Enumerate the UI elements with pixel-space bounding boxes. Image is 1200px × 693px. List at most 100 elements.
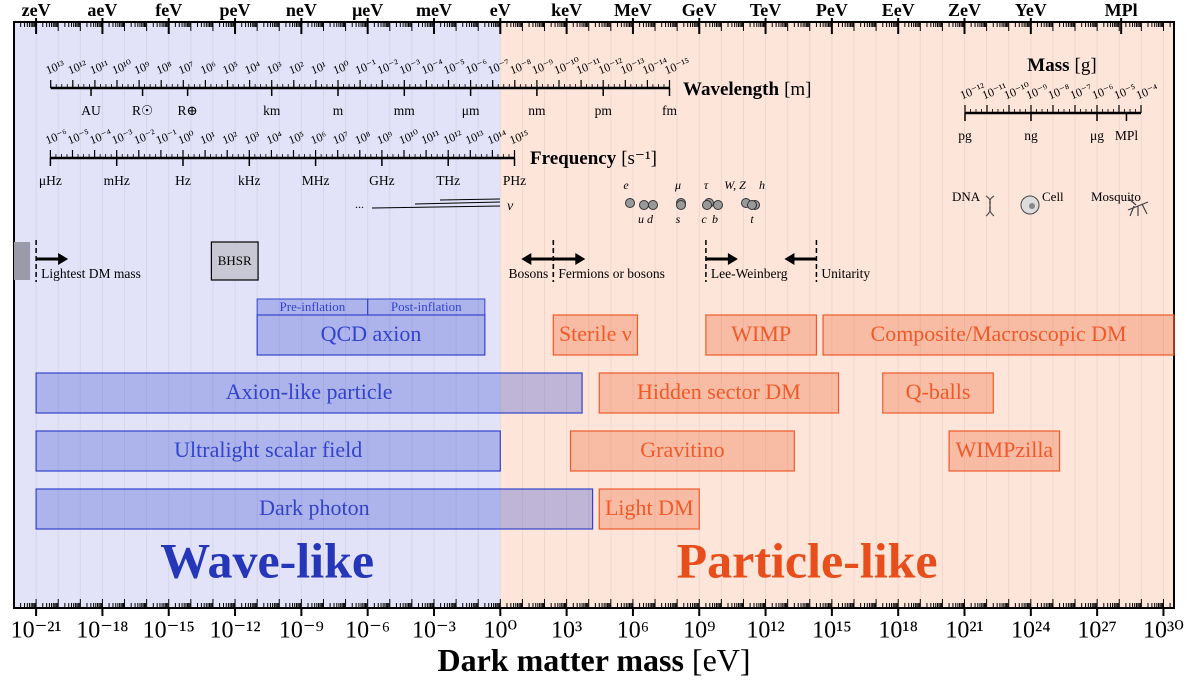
x-tick-label: 10⁻¹⁵ xyxy=(143,618,195,644)
frequency-named-label: μHz xyxy=(39,173,62,188)
wavelength-tick-label: 10⁹ xyxy=(132,58,152,77)
range-band xyxy=(256,314,486,356)
range-band xyxy=(35,372,583,414)
neutrino-label: ν xyxy=(507,199,514,214)
x-axis-label: Dark matter mass [eV] xyxy=(437,642,750,678)
limit-label: Lightest DM mass xyxy=(41,266,141,281)
x-tick-label: 10⁻¹⁸ xyxy=(76,618,128,644)
top-tick-label: eV xyxy=(490,0,511,20)
range-band xyxy=(598,372,840,414)
x-tick-label: 10²⁴ xyxy=(1011,618,1051,644)
x-tick-label: 10⁻¹² xyxy=(210,618,261,644)
frequency-named-label: MHz xyxy=(302,173,330,188)
top-tick-label: feV xyxy=(155,0,182,20)
wavelength-named-label: AU xyxy=(81,103,101,118)
x-tick-label: 10¹² xyxy=(746,618,784,644)
top-tick-label: keV xyxy=(551,0,582,20)
x-tick-label: 10⁶ xyxy=(617,618,649,644)
frequency-tick-label: 10⁷ xyxy=(331,128,351,147)
wavelength-title: Wavelength [m] xyxy=(683,79,812,100)
wavelength-tick-label: 10⁸ xyxy=(154,58,174,77)
particle-label: h xyxy=(759,178,765,192)
wavelength-tick-label: 10¹ xyxy=(309,58,329,77)
top-tick-label: ZeV xyxy=(948,0,981,20)
frequency-tick-label: 10³ xyxy=(242,128,262,147)
wavelength-tick-label: 10⁶ xyxy=(198,58,218,77)
range-band xyxy=(35,430,501,472)
top-tick-label: EeV xyxy=(882,0,915,20)
particle-label: W, Z xyxy=(724,178,746,192)
band-label: QCD axion xyxy=(321,321,422,346)
wavelength-named-label: mm xyxy=(394,103,416,118)
frequency-tick-label: 10⁵ xyxy=(286,128,306,147)
particle-label: e xyxy=(623,178,629,192)
object-label: DNA xyxy=(952,189,981,204)
top-tick-label: YeV xyxy=(1015,0,1047,20)
frequency-tick-label: 10¹ xyxy=(198,128,218,147)
arrow-head xyxy=(727,253,738,265)
top-tick-label: neV xyxy=(286,0,317,20)
band-label: WIMP xyxy=(731,321,791,346)
region-label: Wave-like xyxy=(160,532,374,588)
top-tick-label: TeV xyxy=(750,0,781,20)
band-label: Hidden sector DM xyxy=(637,379,801,404)
bhsr-label: BHSR xyxy=(218,253,252,268)
frequency-named-label: kHz xyxy=(238,173,261,188)
band-label: Gravitino xyxy=(640,437,724,462)
top-tick-label: MPl xyxy=(1105,0,1138,20)
x-tick-label: 10²⁷ xyxy=(1077,618,1117,644)
wavelength-named-label: km xyxy=(263,103,281,118)
wavelength-title-unit: [m] xyxy=(784,79,811,100)
frequency-tick-label: 10⁰ xyxy=(176,128,197,147)
wavelength-tick-label: 10² xyxy=(287,58,307,77)
limit-label: Bosons xyxy=(509,266,549,281)
particle-icon xyxy=(747,200,757,210)
arrow-head xyxy=(58,253,69,265)
frequency-tick-label: 10¹² xyxy=(441,127,464,147)
object-label: Mosquito xyxy=(1091,189,1141,204)
x-axis-title: Dark matter mass xyxy=(437,642,683,678)
wavelength-tick-label: 10⁰ xyxy=(331,58,352,77)
arrow-head xyxy=(575,253,586,265)
subrange-label: Post-inflation xyxy=(391,299,462,314)
wavelength-named-label: m xyxy=(333,103,344,118)
mosquito-icon xyxy=(1127,197,1149,217)
frequency-tick-label: 10⁶ xyxy=(309,128,329,147)
band-label: Q-balls xyxy=(906,379,971,404)
wavelength-tick-label: 10⁵ xyxy=(220,58,240,77)
arrow-head xyxy=(784,253,795,265)
subrange-band xyxy=(367,298,486,316)
particle-icon xyxy=(676,200,686,210)
wavelength-tick-label: 10¹³ xyxy=(44,57,67,77)
particle-label: u xyxy=(638,212,644,226)
mass-title: Mass [g] xyxy=(1027,55,1096,76)
particle-icon xyxy=(702,200,712,210)
limit-label: Unitarity xyxy=(821,266,870,281)
neutrino-line xyxy=(414,201,501,205)
particle-label: s xyxy=(676,212,681,226)
dna-icon xyxy=(985,195,995,217)
object-label: Cell xyxy=(1042,189,1064,204)
top-tick-label: GeV xyxy=(682,0,717,20)
wavelength-tick-label: 10⁷ xyxy=(176,58,196,77)
x-tick-label: 10³⁰ xyxy=(1143,618,1184,644)
x-tick-label: 10¹⁵ xyxy=(812,618,852,644)
frequency-named-label: Hz xyxy=(175,173,191,188)
wavelength-named-label: R⊕ xyxy=(177,103,197,118)
range-band xyxy=(598,488,700,530)
particle-label: τ xyxy=(704,178,709,192)
neutrino-line xyxy=(371,205,501,209)
limit-label: Fermions or bosons xyxy=(558,266,665,281)
frequency-title-name: Frequency xyxy=(530,148,617,169)
bhsr-box xyxy=(210,241,259,281)
wavelength-named-label: fm xyxy=(662,103,677,118)
frequency-named-label: GHz xyxy=(369,173,395,188)
subrange-label: Pre-inflation xyxy=(280,299,346,314)
mass-named-label: pg xyxy=(958,128,972,143)
top-tick-label: μeV xyxy=(352,0,383,20)
frequency-tick-label: 10¹⁴ xyxy=(485,127,509,147)
range-band xyxy=(35,488,594,530)
top-tick-label: MeV xyxy=(614,0,652,20)
top-tick-label: peV xyxy=(220,0,251,20)
